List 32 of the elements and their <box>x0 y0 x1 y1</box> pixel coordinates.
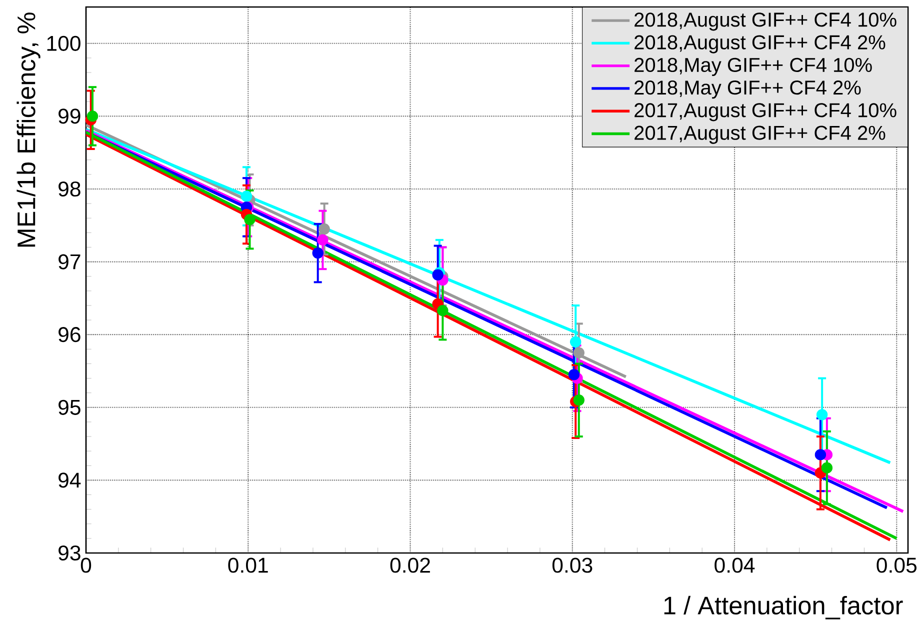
y-tick-label: 97 <box>58 254 80 270</box>
point <box>244 214 256 226</box>
y-tick-label: 93 <box>58 545 80 561</box>
y-axis-title: ME1/1b Efficiency, % <box>16 12 40 247</box>
point <box>573 347 584 358</box>
x-tick-label: 0.02 <box>390 558 430 573</box>
point <box>312 247 324 259</box>
y-tick-label: 98 <box>58 181 80 197</box>
y-tick-label: 96 <box>58 327 80 342</box>
point <box>573 394 584 406</box>
legend-label: 2018,August GIF++ CF4 2% <box>634 35 886 54</box>
point <box>318 223 330 235</box>
x-tick-label: 0.01 <box>228 558 268 573</box>
y-tick-label: 94 <box>58 472 81 488</box>
legend-label: 2017,August GIF++ CF4 10% <box>634 103 896 122</box>
x-tick-label: 0.04 <box>714 558 755 573</box>
x-axis-title: 1 / Attenuation_factor <box>664 596 903 620</box>
y-tick-label: 99 <box>58 108 80 124</box>
point <box>86 110 98 122</box>
legend-label: 2018,August GIF++ CF4 10% <box>634 12 896 31</box>
x-tick-label: 0.05 <box>876 558 916 573</box>
x-tick-label: 0.03 <box>552 558 592 573</box>
legend-label: 2017,August GIF++ CF4 2% <box>634 126 886 144</box>
point <box>821 462 833 474</box>
x-tick-label: 0 <box>80 558 92 573</box>
legend-label: 2018,May GIF++ CF4 2% <box>634 80 861 99</box>
point <box>814 449 826 460</box>
point <box>568 369 580 380</box>
point <box>317 234 328 246</box>
y-tick-label: 100 <box>47 36 80 51</box>
legend-label: 2018,May GIF++ CF4 10% <box>634 58 872 76</box>
y-tick-label: 95 <box>58 400 80 415</box>
